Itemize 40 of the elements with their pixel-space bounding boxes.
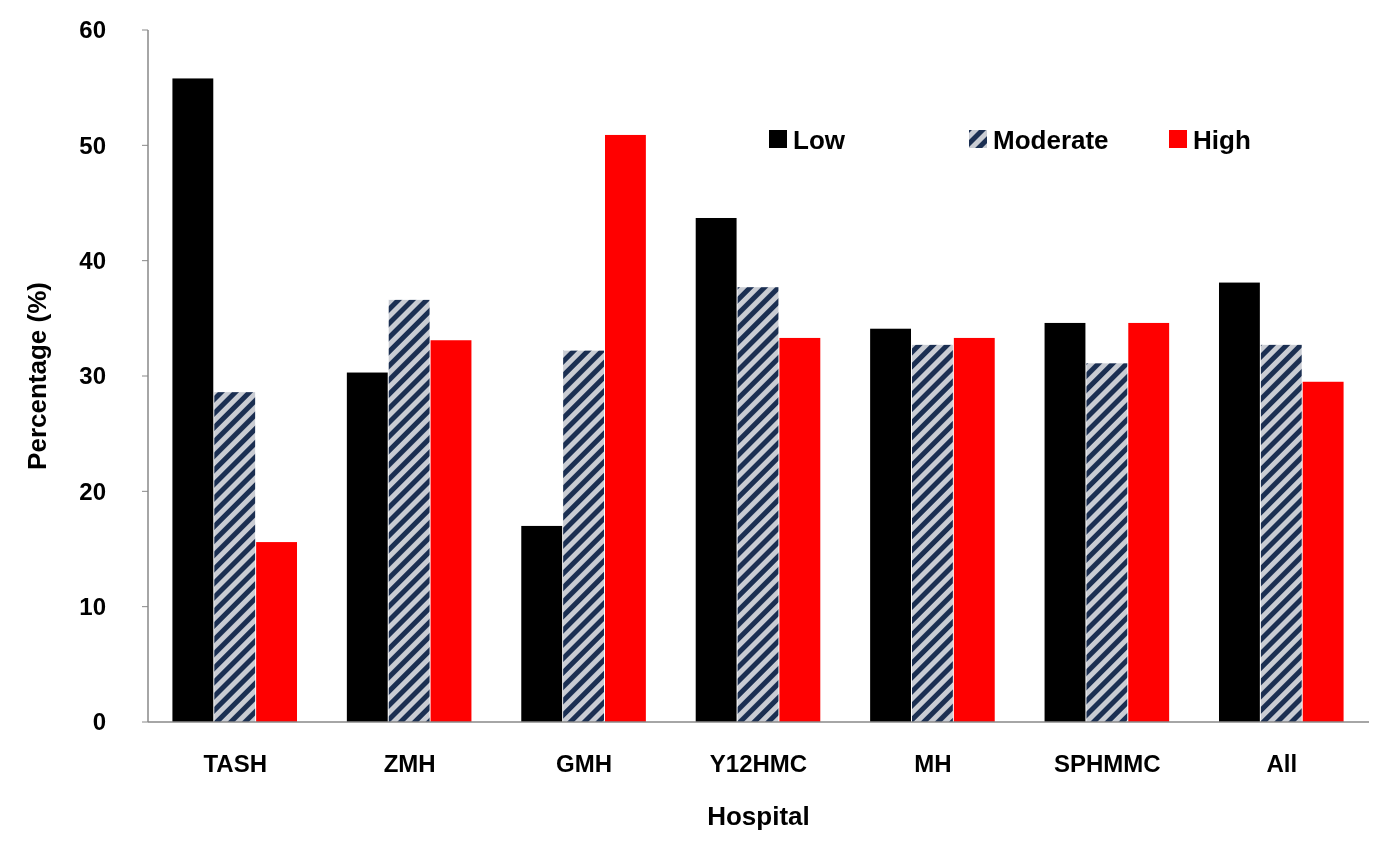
legend-label: Low (793, 125, 846, 156)
y-axis-title: Percentage (%) (22, 282, 52, 470)
x-tick-label: All (1266, 750, 1298, 777)
x-tick-label: TASH (203, 750, 267, 777)
x-axis-title: Hospital (707, 801, 810, 831)
bar (214, 392, 256, 722)
y-tick-label: 40 (79, 247, 106, 275)
bar (912, 344, 953, 722)
x-tick-label: GMH (556, 750, 613, 777)
legend-label: High (1193, 125, 1251, 156)
bar (563, 350, 604, 722)
bar (521, 525, 563, 722)
y-tick-label: 30 (79, 362, 106, 390)
legend-label: Moderate (993, 125, 1109, 156)
bar (779, 337, 821, 722)
bar (953, 337, 995, 722)
y-tick-label: 20 (79, 477, 106, 505)
x-tick-label: SPHMMC (1054, 750, 1161, 777)
y-tick-label: 50 (79, 131, 106, 159)
bar (256, 542, 298, 722)
bar (388, 299, 430, 722)
y-tick-label: 10 (79, 593, 106, 621)
bar (1086, 363, 1128, 722)
y-tick-label: 60 (79, 16, 106, 44)
bar (346, 372, 388, 722)
bar (870, 328, 911, 722)
bar (1260, 344, 1302, 722)
bar (1218, 282, 1260, 722)
bar (1302, 381, 1344, 722)
bar (695, 217, 737, 722)
bar (1128, 322, 1170, 722)
bar (172, 78, 214, 722)
bar (737, 287, 779, 722)
bar (605, 134, 646, 722)
x-tick-label: Y12HMC (709, 750, 808, 777)
bar (1044, 322, 1086, 722)
bar (430, 340, 472, 722)
y-tick-label: 0 (92, 708, 106, 736)
x-tick-label: MH (914, 750, 952, 777)
x-tick-label: ZMH (383, 750, 436, 777)
